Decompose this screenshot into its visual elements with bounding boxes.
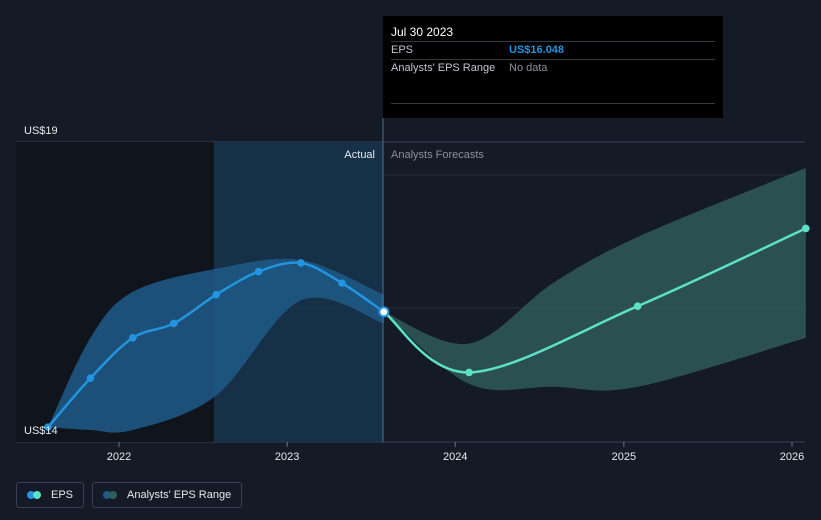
y-axis-bottom-label: US$14	[24, 425, 58, 437]
eps-actual-point[interactable]	[44, 423, 52, 431]
eps-actual-point[interactable]	[297, 259, 305, 267]
legend-eps-label: EPS	[51, 489, 74, 501]
tooltip-date: Jul 30 2023	[391, 25, 454, 39]
eps-forecast-point[interactable]	[802, 224, 810, 233]
eps-actual-point[interactable]	[212, 290, 220, 299]
y-axis-top-label: US$19	[24, 125, 58, 137]
tooltip-eps-row: EPS US$16.048	[391, 41, 715, 59]
legend-range-label: Analysts' EPS Range	[127, 489, 232, 501]
forecast-eps-range-band	[383, 167, 806, 391]
eps-forecast-line	[383, 227, 807, 374]
eps-actual-point[interactable]	[170, 319, 178, 328]
legend-range-swatch	[103, 491, 119, 499]
forecast-region-label: Analysts Forecasts	[391, 149, 484, 161]
current-eps-point[interactable]	[378, 306, 390, 318]
tooltip-range-label: Analysts' EPS Range	[391, 62, 496, 74]
eps-actual-point[interactable]	[86, 374, 95, 382]
x-tick-label: 2025	[612, 451, 636, 463]
x-tick-label: 2024	[443, 451, 467, 463]
legend-range-toggle[interactable]: Analysts' EPS Range	[92, 482, 243, 508]
x-tick-label: 2026	[780, 451, 804, 463]
legend-eps-toggle[interactable]: EPS	[16, 482, 85, 508]
eps-actual-point[interactable]	[338, 279, 346, 287]
x-tick-label: 2022	[107, 451, 131, 463]
tooltip-range-row: Analysts' EPS Range No data	[391, 59, 715, 77]
x-tick-label: 2023	[275, 451, 299, 463]
eps-forecast-point[interactable]	[633, 302, 642, 310]
eps-actual-point[interactable]	[254, 267, 263, 276]
actual-region-label: Actual	[344, 149, 375, 161]
actual-eps-range-band	[48, 258, 384, 433]
hover-tooltip: Jul 30 2023 EPS US$16.048 Analysts' EPS …	[383, 16, 723, 118]
eps-actual-point[interactable]	[129, 334, 137, 342]
tooltip-eps-label: EPS	[391, 44, 414, 56]
tooltip-range-value: No data	[509, 62, 548, 74]
eps-forecast-point[interactable]	[465, 368, 473, 377]
tooltip-eps-value: US$16.048	[509, 44, 565, 56]
tooltip-divider	[391, 103, 715, 104]
legend-eps-swatch	[27, 491, 43, 499]
chart-legend: EPS Analysts' EPS Range	[16, 482, 243, 508]
